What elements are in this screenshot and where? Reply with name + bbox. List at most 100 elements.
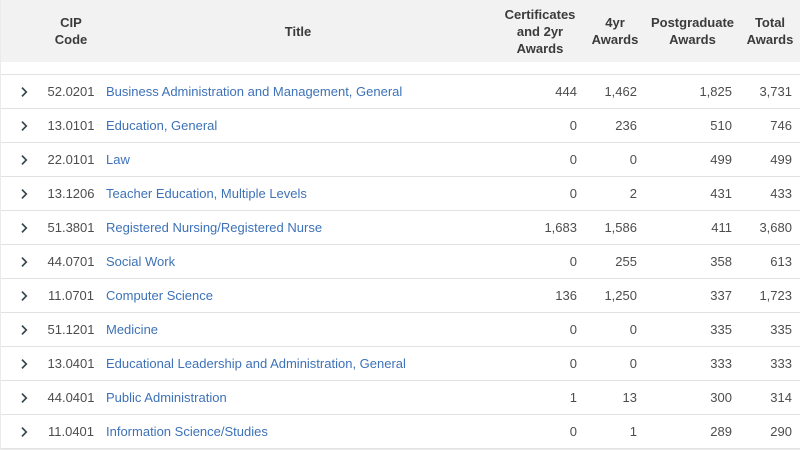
- chevron-right-icon: [20, 222, 27, 233]
- certificates-2yr-awards-cell: 0: [569, 186, 577, 201]
- title-cell: Teacher Education, Multiple Levels: [101, 186, 495, 201]
- total-awards-cell: 3,731: [759, 84, 792, 99]
- total-awards-cell: 314: [770, 390, 792, 405]
- title-cell: Education, General: [101, 118, 495, 133]
- table-row: 11.0701 Computer Science 136 1,250 337 1…: [1, 278, 800, 312]
- postgraduate-awards-cell: 333: [710, 356, 732, 371]
- table-row: 51.3801 Registered Nursing/Registered Nu…: [1, 210, 800, 244]
- 4yr-awards-cell: 13: [622, 390, 637, 405]
- 4yr-awards-cell: 0: [629, 152, 637, 167]
- postgraduate-awards-cell: 411: [711, 220, 732, 235]
- column-header-expander: [1, 0, 41, 62]
- postgraduate-awards-cell: 289: [710, 424, 732, 439]
- title-cell: Law: [101, 152, 495, 167]
- certificates-2yr-awards-cell: 136: [555, 288, 577, 303]
- title-link[interactable]: Computer Science: [106, 288, 213, 303]
- column-header-cip-code[interactable]: CIP Code: [54, 15, 88, 47]
- cip-code-cell: 44.0401: [47, 390, 95, 405]
- title-cell: Information Science/Studies: [101, 424, 495, 439]
- column-header-total-awards[interactable]: Total Awards: [746, 15, 794, 47]
- chevron-right-icon: [20, 154, 27, 165]
- title-link[interactable]: Law: [106, 152, 130, 167]
- title-link[interactable]: Business Administration and Management, …: [106, 84, 403, 99]
- row-expander-button[interactable]: [1, 221, 41, 235]
- row-expander-button[interactable]: [1, 119, 41, 133]
- row-expander-button[interactable]: [1, 85, 41, 99]
- title-link[interactable]: Educational Leadership and Administratio…: [106, 356, 406, 371]
- total-awards-cell: 499: [770, 152, 792, 167]
- total-awards-cell: 335: [770, 322, 792, 337]
- chevron-right-icon: [20, 324, 27, 335]
- certificates-2yr-awards-cell: 1: [569, 390, 577, 405]
- chevron-right-icon: [20, 256, 27, 267]
- table-row: 44.0401 Public Administration 1 13 300 3…: [1, 380, 800, 414]
- total-awards-cell: 333: [770, 356, 792, 371]
- certificates-2yr-awards-cell: 0: [569, 356, 577, 371]
- row-expander-button[interactable]: [1, 425, 41, 439]
- certificates-2yr-awards-cell: 0: [569, 322, 577, 337]
- table-row: 22.0101 Law 0 0 499 499: [1, 142, 800, 176]
- certificates-2yr-awards-cell: 0: [569, 424, 577, 439]
- row-expander-button[interactable]: [1, 255, 41, 269]
- chevron-right-icon: [20, 86, 27, 97]
- title-link[interactable]: Teacher Education, Multiple Levels: [106, 186, 307, 201]
- cip-code-cell: 44.0701: [47, 254, 95, 269]
- title-cell: Educational Leadership and Administratio…: [101, 356, 495, 371]
- total-awards-cell: 746: [770, 118, 792, 133]
- title-link[interactable]: Social Work: [106, 254, 176, 269]
- row-expander-button[interactable]: [1, 357, 41, 371]
- postgraduate-awards-cell: 499: [710, 152, 732, 167]
- title-cell: Registered Nursing/Registered Nurse: [101, 220, 495, 235]
- cip-code-cell: 13.0101: [47, 118, 95, 133]
- 4yr-awards-cell: 0: [629, 322, 637, 337]
- total-awards-cell: 290: [770, 424, 792, 439]
- table-row: 11.0401 Information Science/Studies 0 1 …: [1, 414, 800, 449]
- row-expander-button[interactable]: [1, 323, 41, 337]
- table-row: 52.0201 Business Administration and Mana…: [1, 74, 800, 108]
- chevron-right-icon: [20, 188, 27, 199]
- 4yr-awards-cell: 1,586: [604, 220, 637, 235]
- title-link[interactable]: Public Administration: [106, 390, 227, 405]
- postgraduate-awards-cell: 431: [710, 186, 732, 201]
- title-link[interactable]: Information Science/Studies: [106, 424, 268, 439]
- title-cell: Computer Science: [101, 288, 495, 303]
- 4yr-awards-cell: 236: [615, 118, 637, 133]
- certificates-2yr-awards-cell: 0: [569, 152, 577, 167]
- cip-code-cell: 11.0401: [47, 424, 95, 439]
- table-header: CIP Code Title Certificates and 2yr Awar…: [1, 0, 800, 62]
- row-expander-button[interactable]: [1, 289, 41, 303]
- cip-code-cell: 52.0201: [47, 84, 95, 99]
- postgraduate-awards-cell: 337: [710, 288, 732, 303]
- row-expander-button[interactable]: [1, 391, 41, 405]
- postgraduate-awards-cell: 510: [710, 118, 732, 133]
- postgraduate-awards-cell: 300: [710, 390, 732, 405]
- certificates-2yr-awards-cell: 444: [555, 84, 577, 99]
- title-cell: Business Administration and Management, …: [101, 84, 495, 99]
- chevron-right-icon: [20, 120, 27, 131]
- column-header-4yr-awards[interactable]: 4yr Awards: [591, 15, 639, 47]
- column-header-certificates-2yr-awards[interactable]: Certificates and 2yr Awards: [504, 6, 576, 56]
- certificates-2yr-awards-cell: 0: [569, 254, 577, 269]
- chevron-right-icon: [20, 426, 27, 437]
- cip-code-cell: 51.3801: [47, 220, 95, 235]
- chevron-right-icon: [20, 392, 27, 403]
- table-row: 13.1206 Teacher Education, Multiple Leve…: [1, 176, 800, 210]
- 4yr-awards-cell: 2: [629, 186, 637, 201]
- row-expander-button[interactable]: [1, 153, 41, 167]
- column-header-postgraduate-awards[interactable]: Postgraduate Awards: [650, 15, 735, 47]
- column-header-title[interactable]: Title: [284, 23, 312, 39]
- title-link[interactable]: Registered Nursing/Registered Nurse: [106, 220, 323, 235]
- chevron-right-icon: [20, 358, 27, 369]
- table-row: 13.0401 Educational Leadership and Admin…: [1, 346, 800, 380]
- title-link[interactable]: Medicine: [106, 322, 159, 337]
- title-link[interactable]: Education, General: [106, 118, 218, 133]
- cip-code-cell: 13.1206: [47, 186, 95, 201]
- total-awards-cell: 613: [770, 254, 792, 269]
- certificates-2yr-awards-cell: 1,683: [544, 220, 577, 235]
- row-expander-button[interactable]: [1, 187, 41, 201]
- 4yr-awards-cell: 1,462: [604, 84, 637, 99]
- total-awards-cell: 1,723: [759, 288, 792, 303]
- table-body: 52.0201 Business Administration and Mana…: [1, 74, 800, 449]
- title-cell: Public Administration: [101, 390, 495, 405]
